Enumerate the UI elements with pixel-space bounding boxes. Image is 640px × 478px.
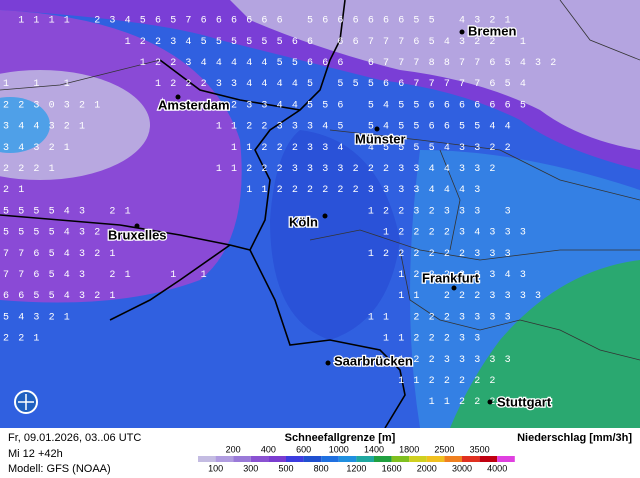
grid-row: 344321 112233345 5455665544 bbox=[3, 122, 520, 133]
colorbar-swatch bbox=[444, 456, 462, 462]
city-dot bbox=[175, 94, 181, 100]
cyan-spot bbox=[0, 97, 50, 153]
city-dot bbox=[451, 285, 457, 291]
region-line bbox=[439, 149, 461, 251]
region-line bbox=[559, 0, 640, 61]
city-dot bbox=[374, 126, 380, 132]
colorbar-tick-label: 3500 bbox=[470, 444, 490, 454]
city-label: Frankfurt bbox=[422, 270, 480, 285]
value-grid: 1111 2345657666666 566666655 4321 122345… bbox=[3, 16, 565, 409]
precip-title: Niederschlag [mm/3h] bbox=[517, 432, 632, 444]
colorbar-swatch bbox=[409, 456, 427, 462]
border-line bbox=[249, 0, 406, 428]
model-label: Modell: GFS (NOAA) bbox=[8, 463, 111, 475]
city-label: Bremen bbox=[468, 23, 516, 38]
colorbar-swatch bbox=[462, 456, 480, 462]
grid-row: 21 1122222233334443 bbox=[3, 185, 489, 196]
colorbar-swatch bbox=[321, 456, 339, 462]
city-label: Bruxelles bbox=[108, 227, 167, 242]
border-line bbox=[109, 244, 231, 321]
city-label: Köln bbox=[289, 214, 318, 229]
grid-row: 66554321 11 2223333 bbox=[3, 291, 550, 302]
border-line bbox=[159, 59, 301, 111]
colorbar-swatch bbox=[198, 456, 216, 462]
grid-row: 1122222 bbox=[3, 376, 505, 387]
colorbar-tick-label: 600 bbox=[296, 444, 311, 454]
colorbar-swatch bbox=[268, 456, 286, 462]
city-dot bbox=[134, 223, 140, 229]
lavender-zone bbox=[230, 0, 640, 150]
grid-row: 12234444455666 6777887765432 bbox=[3, 58, 565, 69]
grid-row: 77654321 1222222333 bbox=[3, 249, 520, 260]
borders bbox=[0, 0, 406, 428]
grid-row: 54321 11 2223333 bbox=[3, 312, 520, 323]
grid-row: 1223455555566 66777654322 1 bbox=[3, 37, 535, 48]
colorbar-tick-label: 3000 bbox=[452, 463, 472, 473]
colorbar-tick-label: 800 bbox=[314, 463, 329, 473]
region-line bbox=[329, 129, 640, 201]
city-dot bbox=[459, 29, 465, 35]
footer: Fr, 09.01.2026, 03..06 UTC Mi 12 +42h Mo… bbox=[8, 432, 632, 475]
colorbar-swatch bbox=[426, 456, 445, 462]
city-dot bbox=[322, 213, 328, 219]
date-label: Fr, 09.01.2026, 03..06 UTC bbox=[8, 432, 141, 444]
city-label: Münster bbox=[355, 131, 406, 146]
colorbar-tick-label: 2000 bbox=[417, 463, 437, 473]
colorbar-swatch bbox=[286, 456, 304, 462]
grid-row: 55554321 1222234333 bbox=[3, 228, 535, 239]
regions bbox=[0, 0, 640, 361]
grid-row: 776543 21 1 1 122223343 bbox=[3, 270, 535, 281]
colorbar-tick-label: 500 bbox=[278, 463, 293, 473]
colorbar-tick-label: 4000 bbox=[487, 463, 507, 473]
city-dot bbox=[487, 399, 493, 405]
colorbar-swatch bbox=[303, 456, 322, 462]
grid-row: 555543 21 12232333 3 bbox=[3, 206, 520, 217]
colorbar-tick-label: 1800 bbox=[399, 444, 419, 454]
colorbar-swatch bbox=[374, 456, 392, 462]
legend-title: Schneefallgrenze [m] bbox=[285, 432, 396, 444]
grid-row: 34321 11222334 4555543322 bbox=[3, 143, 520, 154]
grid-row: 221 1122233 bbox=[3, 334, 489, 345]
city-label: Amsterdam bbox=[158, 97, 230, 112]
region-line bbox=[519, 319, 640, 361]
colorbar-swatch bbox=[338, 456, 357, 462]
colorbar-tick-label: 400 bbox=[261, 444, 276, 454]
colorbar-swatch bbox=[250, 456, 269, 462]
colorbar-swatch bbox=[215, 456, 234, 462]
colorbar-tick-label: 300 bbox=[243, 463, 258, 473]
city-label: Stuttgart bbox=[497, 394, 552, 409]
colorbar-tick-label: 1400 bbox=[364, 444, 384, 454]
colorbar-swatch bbox=[391, 456, 410, 462]
grid-row: 1 1 1 12223344445 5556677777654 bbox=[3, 79, 535, 90]
lavender-west bbox=[0, 70, 150, 180]
colorbar-swatch bbox=[356, 456, 374, 462]
colorbar-tick-label: 1200 bbox=[346, 463, 366, 473]
colorbar-tick-label: 200 bbox=[226, 444, 241, 454]
grid-row: 1111 2345657666666 566666655 4321 bbox=[3, 16, 520, 27]
run-label: Mi 12 +42h bbox=[8, 448, 63, 460]
grid-row: 2221 1122233332223344332 bbox=[3, 164, 505, 175]
grid-row: 2230321 1223344556 54556666665 bbox=[3, 100, 535, 111]
city-dot bbox=[325, 360, 331, 366]
logo-mark bbox=[18, 394, 34, 410]
colorbar-tick-label: 1000 bbox=[329, 444, 349, 454]
green-zone bbox=[450, 260, 640, 428]
grid-row: 11222 bbox=[3, 397, 505, 408]
cities: Bremen Amsterdam Münster Köln Bruxelles Frank… bbox=[107, 22, 553, 411]
colorbar-tick-label: 1600 bbox=[382, 463, 402, 473]
city-label: Saarbrücken bbox=[334, 353, 413, 368]
colorbar-swatch bbox=[479, 456, 498, 462]
region-line bbox=[0, 59, 161, 91]
region-line bbox=[309, 229, 640, 261]
region-line bbox=[399, 249, 521, 331]
border-line bbox=[0, 214, 251, 251]
map: 1111 2345657666666 566666655 4321 122345… bbox=[0, 0, 640, 428]
colorbar-tick-label: 100 bbox=[208, 463, 223, 473]
grid-row: 12233333 bbox=[3, 355, 520, 366]
colorbar-tick-label: 2500 bbox=[434, 444, 454, 454]
colorbar-swatch bbox=[233, 456, 251, 462]
colorbar-swatch bbox=[497, 456, 515, 462]
